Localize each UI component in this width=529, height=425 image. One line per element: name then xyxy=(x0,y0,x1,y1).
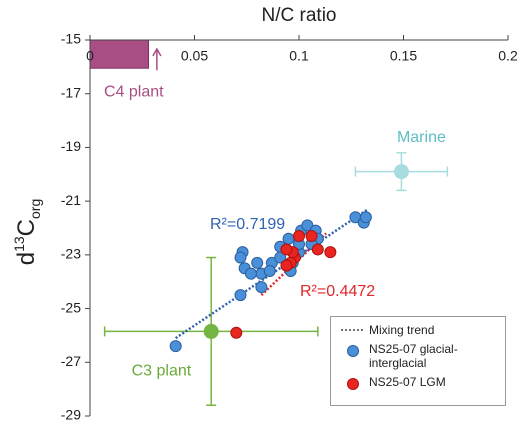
point xyxy=(230,326,243,339)
c4-box xyxy=(89,39,150,69)
point xyxy=(282,232,295,245)
point xyxy=(280,259,293,272)
endmember-point xyxy=(393,164,409,180)
y-label-sup: 13 xyxy=(11,236,27,252)
point xyxy=(280,243,293,256)
y-label-base: d xyxy=(13,252,40,265)
c4-label: C4 plant xyxy=(104,83,164,100)
x-tick-label: 0.1 xyxy=(289,48,309,64)
endmember-label: C3 plant xyxy=(132,363,192,380)
point xyxy=(255,281,268,294)
legend-item: NS25-07 glacial-interglacial xyxy=(337,342,499,370)
y-tick-label: -29 xyxy=(61,407,81,423)
y-axis-title: d13Corg xyxy=(11,199,43,266)
endmember-label: Marine xyxy=(397,129,446,146)
point xyxy=(274,251,287,264)
x-tick-label: 0.15 xyxy=(390,48,417,64)
point xyxy=(234,251,247,264)
x-tick-label: 0 xyxy=(86,48,94,64)
y-tick-label: -25 xyxy=(61,299,81,315)
r-squared-label: R²=0.7199 xyxy=(210,216,285,233)
y-tick-label: -15 xyxy=(61,31,81,47)
x-axis-title: N/C ratio xyxy=(262,5,337,26)
x-tick-label: 0.05 xyxy=(181,48,208,64)
y-tick-label: -17 xyxy=(61,84,81,100)
y-tick-label: -19 xyxy=(61,138,81,154)
legend-label: NS25-07 glacial-interglacial xyxy=(369,342,458,370)
point xyxy=(359,211,372,224)
x-tick-label: 0.2 xyxy=(498,48,518,64)
legend-item: NS25-07 LGM xyxy=(337,375,499,391)
point xyxy=(169,340,182,353)
point xyxy=(263,264,276,277)
trend-line xyxy=(174,208,369,340)
point xyxy=(234,289,247,302)
y-label-sub: org xyxy=(27,199,43,219)
point xyxy=(324,246,337,259)
point xyxy=(311,243,324,256)
point xyxy=(301,219,314,232)
y-tick-label: -21 xyxy=(61,192,81,208)
r-squared-label: R²=0.4472 xyxy=(300,283,375,300)
y-tick-label: -23 xyxy=(61,246,81,262)
legend-label: NS25-07 LGM xyxy=(369,375,446,389)
point xyxy=(293,230,305,243)
legend-label: Mixing trend xyxy=(369,323,435,337)
point xyxy=(244,267,257,280)
endmember-point xyxy=(203,323,219,339)
point xyxy=(251,256,264,269)
legend: Mixing trend NS25-07 glacial-interglacia… xyxy=(330,316,506,406)
point xyxy=(305,230,318,243)
legend-item: Mixing trend xyxy=(337,323,499,337)
y-tick-label: -27 xyxy=(61,353,81,369)
y-label-main: C xyxy=(13,219,40,236)
c4-arrow xyxy=(152,47,162,71)
